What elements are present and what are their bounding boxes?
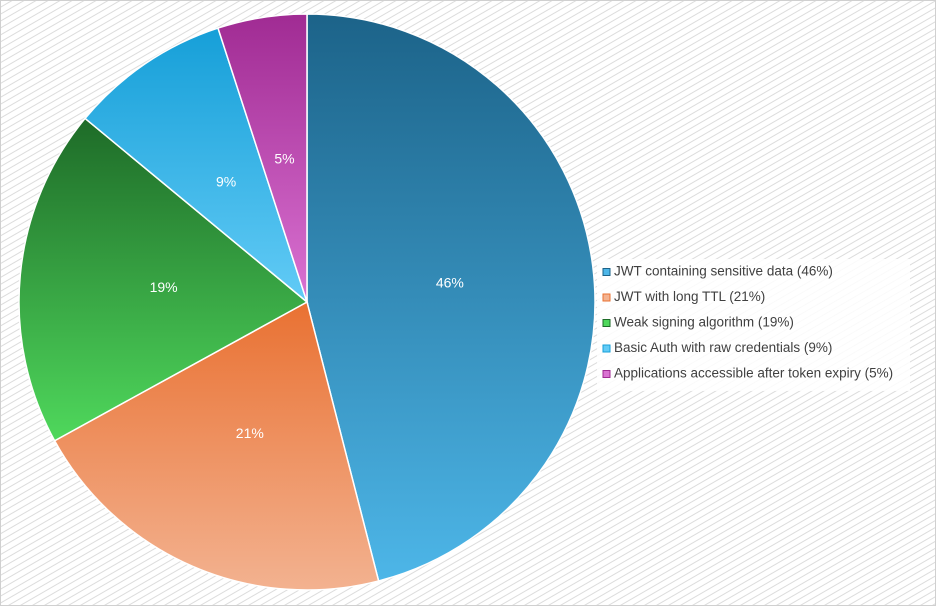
data-label: 9%	[216, 174, 236, 190]
pie-slice	[84, 27, 309, 305]
legend-entry: JWT with long TTL (21%)	[614, 289, 765, 304]
legend: JWT containing sensitive data (46%) JWT w…	[597, 259, 910, 391]
pie-slices	[18, 13, 596, 591]
pie-slice	[306, 13, 596, 582]
legend-background	[597, 259, 910, 391]
legend-entry: Applications accessible after token expi…	[614, 366, 893, 381]
legend-entry: JWT containing sensitive data (46%)	[614, 264, 833, 279]
pie-slice	[53, 300, 380, 591]
legend-swatch	[602, 370, 611, 378]
data-label: 5%	[274, 150, 294, 166]
pie-slice	[217, 13, 308, 303]
legend-entry: Weak signing algorithm (19%)	[614, 315, 794, 330]
pie-slice	[18, 117, 309, 442]
legend-swatch	[602, 293, 611, 302]
legend-swatch	[602, 319, 611, 327]
legend-swatch	[602, 344, 611, 353]
data-label: 19%	[150, 279, 178, 295]
legend-entry: Basic Auth with raw credentials (9%)	[614, 340, 832, 355]
data-labels: 46% 21% 19% 9% 5%	[150, 150, 464, 440]
legend-swatch	[602, 268, 611, 276]
data-label: 21%	[236, 425, 264, 441]
data-label: 46%	[436, 275, 464, 291]
